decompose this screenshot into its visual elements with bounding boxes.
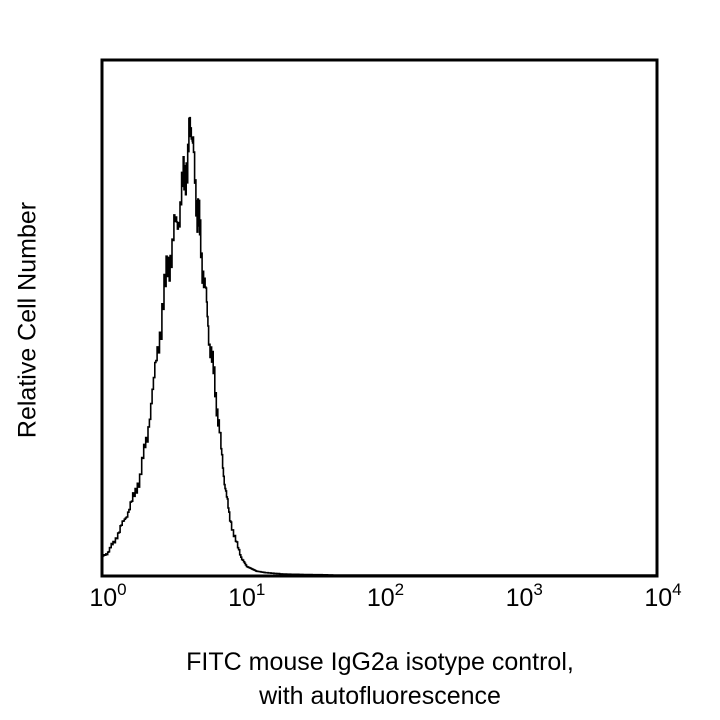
x-tick-label: 101 [228,579,266,612]
x-tick-label: 102 [366,579,405,612]
x-tick-label: 103 [505,579,543,612]
x-axis-label-line-2: with autofluorescence [259,682,501,710]
x-axis-label: FITC mouse IgG2a isotype control, with a… [80,645,680,713]
axes-frame [100,58,659,578]
histogram-line [102,116,658,576]
x-tick-label: 104 [644,579,682,612]
x-tick-label: 100 [89,579,127,612]
y-axis-label: Relative Cell Number [13,201,42,439]
x-axis-label-line-1: FITC mouse IgG2a isotype control, [186,648,574,676]
